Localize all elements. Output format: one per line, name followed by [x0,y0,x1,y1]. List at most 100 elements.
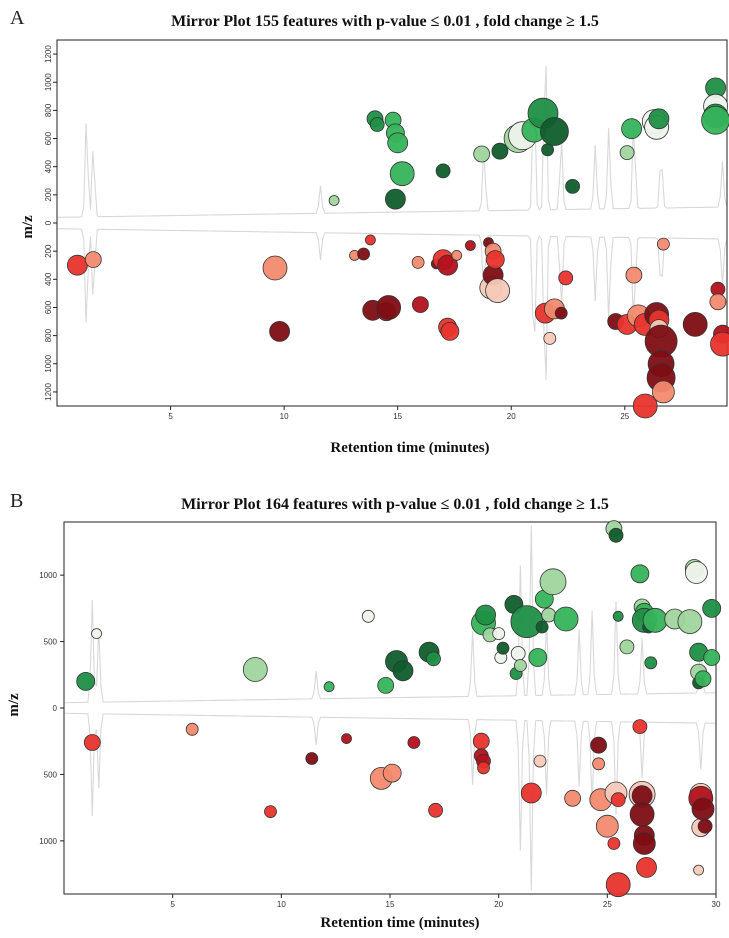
downregulated-feature-bubble [428,802,444,818]
upregulated-feature-bubble [621,118,642,140]
downregulated-feature-bubble [464,240,476,251]
upregulated-feature-bubble [496,641,510,655]
downregulated-feature-bubble [625,266,643,284]
downregulated-feature-bubble [709,293,727,311]
upregulated-feature-bubble [648,108,670,130]
y-tick-label: 0 [44,220,53,225]
upregulated-feature-bubble [535,620,549,634]
downregulated-feature-bubble [595,814,619,838]
downregulated-feature-bubble [411,296,429,314]
y-tick-label: 1000 [39,837,57,846]
downregulated-feature-bubble [376,295,402,320]
downregulated-feature-bubble [411,255,425,269]
upregulated-feature-bubble [377,677,395,694]
upregulated-feature-bubble [369,117,385,132]
upregulated-feature-bubble [387,132,409,154]
downregulated-feature-bubble [693,864,704,876]
upregulated-feature-bubble [619,145,635,161]
upregulated-feature-bubble [694,670,712,688]
downregulated-feature-bubble [437,254,459,276]
x-tick-label: 20 [507,412,516,421]
y-tick-label: 1200 [44,382,53,400]
upregulated-feature-bubble [553,606,579,632]
downregulated-feature-bubble [364,234,376,246]
downregulated-feature-bubble [269,320,291,342]
upregulated-feature-bubble [389,161,415,187]
upregulated-feature-bubble [384,188,406,210]
upregulated-feature-bubble [677,609,703,634]
x-tick-label: 5 [168,412,173,421]
upregulated-feature-bubble [242,657,268,682]
downregulated-feature-bubble [610,792,626,808]
x-tick-label: 10 [280,412,289,421]
upregulated-feature-bubble [701,105,729,135]
lower-trace-line [56,228,728,380]
lower-trace-line [64,712,717,891]
panel-b-plot: 5 10 15 20 25 30 1000 500 0 500 1000 [39,520,722,909]
upregulated-feature-bubble [685,561,708,584]
downregulated-feature-bubble [83,734,101,751]
downregulated-feature-bubble [264,805,277,818]
upregulated-feature-bubble [361,609,375,623]
y-tick-label: 1000 [44,354,53,372]
upregulated-feature-bubble [541,607,557,623]
downregulated-feature-bubble [520,782,542,804]
y-tick-label: 200 [44,244,53,258]
upregulated-feature-bubble [642,607,668,633]
downregulated-feature-bubble [451,249,463,261]
downregulated-feature-bubble [305,752,319,765]
panel-a-title: Mirror Plot 155 features with p-value ≤ … [171,13,599,30]
upper-trace-line [64,525,717,704]
upregulated-feature-bubble [426,651,441,667]
downregulated-feature-bubble [632,719,648,734]
downregulated-feature-bubble [543,331,557,345]
upregulated-feature-bubble [323,681,335,693]
downregulated-feature-bubble [440,321,460,341]
upregulated-feature-bubble [702,599,722,618]
panel-b-letter: B [10,490,23,512]
upregulated-feature-bubble [328,195,340,206]
upregulated-feature-bubble [492,627,506,640]
upregulated-feature-bubble [91,628,102,639]
downregulated-feature-bubble [607,837,621,850]
downregulated-feature-bubble [564,789,581,807]
downregulated-feature-bubble [485,278,511,304]
downregulated-feature-bubble [590,736,607,754]
y-tick-label: 1000 [39,571,57,580]
y-tick-label: 600 [44,131,53,145]
x-tick-label: 30 [712,900,721,909]
x-tick-label: 15 [386,900,395,909]
upregulated-feature-bubble [510,605,544,638]
downregulated-feature-bubble [632,832,656,855]
downregulated-feature-bubble [407,736,421,749]
downregulated-feature-bubble [636,857,657,878]
y-tick-label: 1000 [44,73,53,91]
downregulated-feature-bubble [558,270,574,286]
upregulated-feature-bubble [475,604,497,626]
downregulated-feature-bubble [554,306,568,320]
x-tick-label: 10 [277,900,286,909]
upregulated-feature-bubble [619,639,635,655]
panel-a-x-axis-label: Retention time (minutes) [330,440,489,456]
panel-b-title: Mirror Plot 164 features with p-value ≤ … [181,496,609,513]
downregulated-feature-bubble [262,255,288,281]
upregulated-feature-bubble [540,117,569,146]
y-tick-label: 0 [53,704,58,713]
downregulated-feature-bubble [357,247,371,261]
x-tick-label: 25 [620,412,629,421]
x-tick-label: 5 [170,900,175,909]
downregulated-feature-bubble [341,733,352,744]
downregulated-feature-bubble [485,250,505,270]
downregulated-feature-bubble [477,761,490,775]
upregulated-feature-bubble [76,672,96,691]
upregulated-feature-bubble [630,564,650,584]
upregulated-feature-bubble [608,527,624,543]
downregulated-feature-bubble [382,763,402,783]
upregulated-feature-bubble [644,656,658,670]
upregulated-feature-bubble [703,649,721,666]
y-tick-label: 200 [44,188,53,202]
upregulated-feature-bubble [612,610,624,622]
x-tick-label: 25 [603,900,612,909]
panel-b-x-axis-label: Retention time (minutes) [320,915,479,931]
